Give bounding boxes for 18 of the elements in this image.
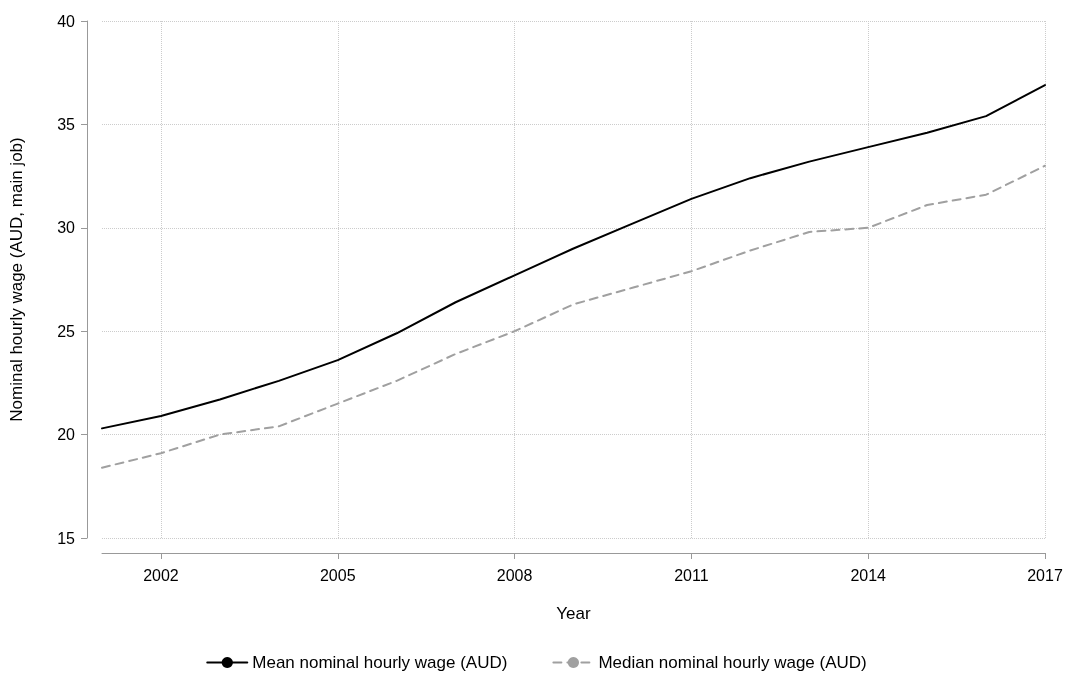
y-tick-label: 40 [57, 12, 76, 30]
x-tick-label: 2002 [143, 566, 179, 584]
legend-label: Median nominal hourly wage (AUD) [598, 653, 867, 672]
x-tick-label: 2014 [850, 566, 887, 584]
line-series [101, 84, 1046, 430]
y-tick-label: 20 [57, 426, 76, 444]
x-tick-label: 2011 [674, 566, 709, 584]
y-tick-label: 35 [57, 115, 76, 133]
x-tick-label: 2005 [319, 566, 356, 584]
legend-label: Mean nominal hourly wage (AUD) [252, 653, 508, 672]
x-tick-label: 2017 [1027, 566, 1063, 584]
line-series [101, 164, 1046, 469]
x-axis-title: Year [556, 604, 592, 623]
x-tick-label: 2008 [496, 566, 533, 584]
y-tick-label: 30 [57, 219, 76, 237]
y-tick-label: 15 [57, 529, 76, 547]
y-tick-label: 25 [57, 322, 76, 340]
y-axis-title: Nominal hourly wage (AUD, main job) [7, 137, 26, 422]
